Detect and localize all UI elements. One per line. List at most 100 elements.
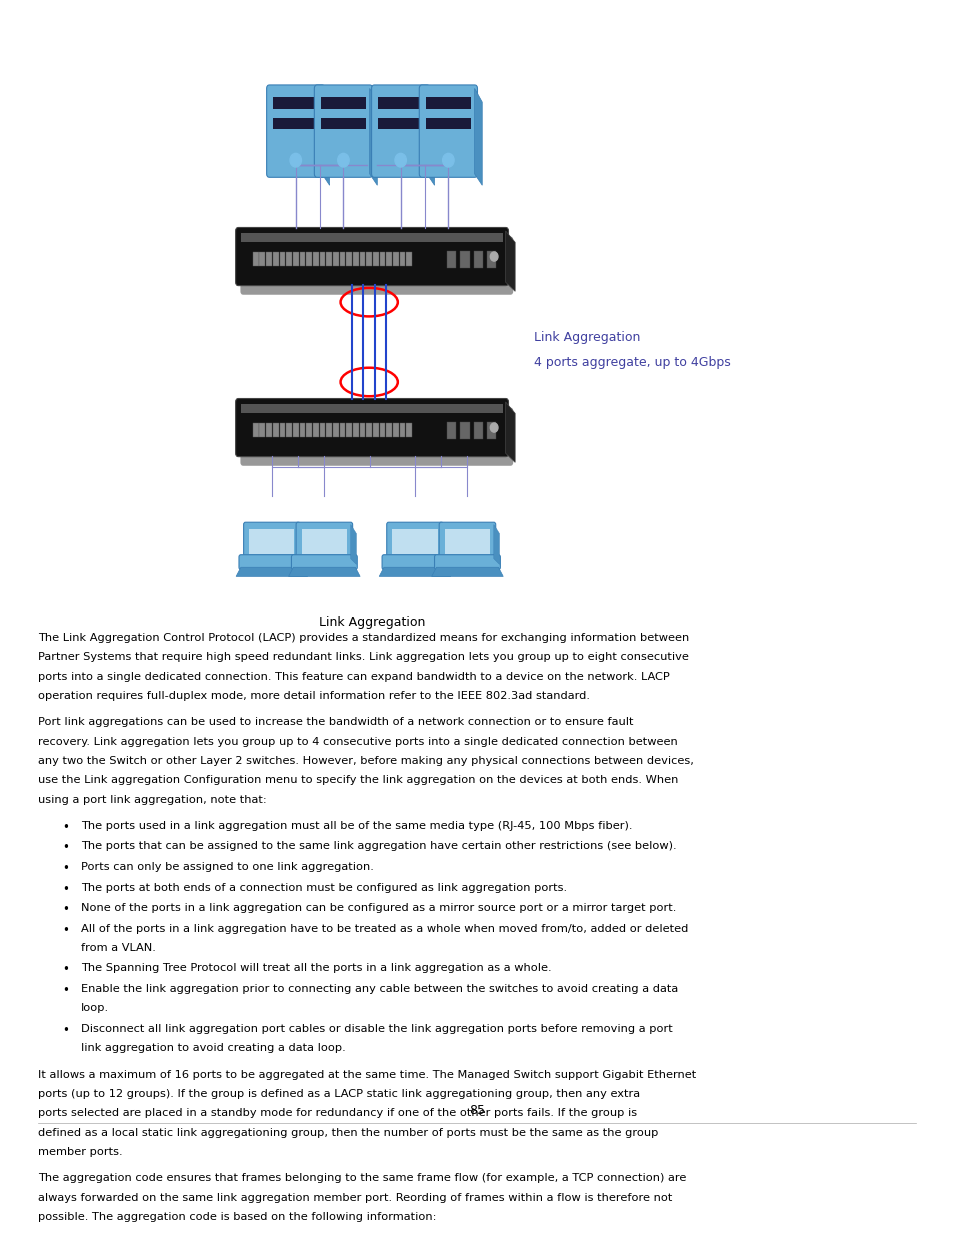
Bar (241, 233, 502, 242)
Polygon shape (427, 89, 435, 185)
Text: any two the Switch or other Layer 2 switches. However, before making any physica: any two the Switch or other Layer 2 swit… (38, 756, 694, 766)
Bar (377, 119, 422, 130)
Bar (353, 252, 358, 266)
Bar (306, 424, 312, 437)
Polygon shape (441, 525, 447, 564)
Text: The ports at both ends of a connection must be configured as link aggregation po: The ports at both ends of a connection m… (81, 883, 567, 893)
Text: use the Link aggregation Configuration menu to specify the link aggregation on t: use the Link aggregation Configuration m… (38, 776, 678, 785)
Bar (293, 252, 298, 266)
Bar (273, 424, 278, 437)
Bar (366, 424, 372, 437)
Text: member ports.: member ports. (38, 1147, 123, 1157)
Bar (339, 252, 345, 266)
Text: •: • (62, 903, 69, 916)
Bar (293, 424, 298, 437)
Circle shape (290, 153, 301, 167)
Text: Ports can only be assigned to one link aggregation.: Ports can only be assigned to one link a… (81, 862, 374, 872)
Text: link aggregation to avoid creating a data loop.: link aggregation to avoid creating a dat… (81, 1044, 346, 1053)
Bar (339, 424, 345, 437)
Bar (359, 252, 365, 266)
Text: •: • (62, 821, 69, 834)
Bar (333, 252, 338, 266)
FancyBboxPatch shape (371, 85, 429, 178)
Bar (393, 424, 398, 437)
Polygon shape (505, 231, 515, 291)
Text: •: • (62, 984, 69, 997)
Bar (306, 252, 312, 266)
Text: The aggregation code ensures that frames belonging to the same frame flow (for e: The aggregation code ensures that frames… (38, 1173, 686, 1183)
Text: 85: 85 (469, 1104, 484, 1118)
Text: ports (up to 12 groups). If the group is defined as a LACP static link aggregati: ports (up to 12 groups). If the group is… (38, 1089, 639, 1099)
Polygon shape (288, 567, 360, 577)
Bar (406, 252, 412, 266)
Bar (279, 424, 285, 437)
Bar (286, 424, 292, 437)
Bar (386, 252, 392, 266)
Text: Link Aggregation: Link Aggregation (318, 616, 425, 629)
FancyBboxPatch shape (235, 227, 508, 285)
Text: recovery. Link aggregation lets you group up to 4 consecutive ports into a singl: recovery. Link aggregation lets you grou… (38, 736, 678, 747)
Bar (373, 424, 378, 437)
Bar (346, 424, 352, 437)
Text: Link Aggregation: Link Aggregation (534, 331, 640, 343)
Text: The ports that can be assigned to the same link aggregation have certain other r: The ports that can be assigned to the sa… (81, 841, 676, 851)
Bar (379, 424, 385, 437)
Text: The Spanning Tree Protocol will treat all the ports in a link aggregation as a w: The Spanning Tree Protocol will treat al… (81, 963, 551, 973)
Text: ports into a single dedicated connection. This feature can expand bandwidth to a: ports into a single dedicated connection… (38, 672, 669, 682)
Bar (273, 119, 317, 130)
Bar (273, 252, 278, 266)
Polygon shape (494, 525, 499, 564)
Text: None of the ports in a link aggregation can be configured as a mirror source por: None of the ports in a link aggregation … (81, 903, 676, 913)
Bar (286, 252, 292, 266)
Bar (393, 252, 398, 266)
Text: always forwarded on the same link aggregation member port. Reording of frames wi: always forwarded on the same link aggreg… (38, 1193, 672, 1203)
Bar (301, 529, 347, 555)
Bar (459, 422, 469, 438)
Bar (473, 251, 482, 268)
Bar (253, 252, 258, 266)
Bar (259, 424, 265, 437)
FancyBboxPatch shape (266, 85, 324, 178)
Bar (241, 404, 502, 414)
FancyBboxPatch shape (243, 522, 300, 561)
Bar (253, 424, 258, 437)
Bar (319, 252, 325, 266)
Text: Partner Systems that require high speed redundant links. Link aggregation lets y: Partner Systems that require high speed … (38, 652, 688, 662)
Text: possible. The aggregation code is based on the following information:: possible. The aggregation code is based … (38, 1212, 436, 1223)
Text: The ports used in a link aggregation must all be of the same media type (RJ-45, : The ports used in a link aggregation mus… (81, 821, 632, 831)
Bar (313, 424, 318, 437)
Bar (273, 98, 317, 109)
Bar (299, 252, 305, 266)
Bar (249, 529, 294, 555)
Bar (320, 119, 365, 130)
Bar (446, 251, 456, 268)
Bar (326, 424, 332, 437)
Bar (444, 529, 490, 555)
FancyBboxPatch shape (295, 522, 353, 561)
FancyBboxPatch shape (291, 555, 356, 569)
Circle shape (395, 153, 406, 167)
Bar (333, 424, 338, 437)
Polygon shape (369, 89, 376, 185)
Bar (399, 252, 405, 266)
Text: ports selected are placed in a standby mode for redundancy if one of the other p: ports selected are placed in a standby m… (38, 1108, 637, 1118)
FancyBboxPatch shape (240, 237, 513, 295)
Bar (259, 252, 265, 266)
Bar (346, 252, 352, 266)
Text: loop.: loop. (81, 1003, 109, 1014)
Bar (486, 251, 496, 268)
Bar (386, 424, 392, 437)
Polygon shape (321, 89, 330, 185)
Text: 4 ports aggregate, up to 4Gbps: 4 ports aggregate, up to 4Gbps (534, 356, 730, 369)
FancyBboxPatch shape (418, 85, 476, 178)
Text: Enable the link aggregation prior to connecting any cable between the switches t: Enable the link aggregation prior to con… (81, 984, 678, 994)
Polygon shape (475, 89, 481, 185)
Text: •: • (62, 862, 69, 876)
FancyBboxPatch shape (240, 408, 513, 466)
Bar (473, 422, 482, 438)
Bar (399, 424, 405, 437)
FancyBboxPatch shape (438, 522, 496, 561)
Bar (353, 424, 358, 437)
Circle shape (337, 153, 349, 167)
Text: defined as a local static link aggregationing group, then the number of ports mu: defined as a local static link aggregati… (38, 1128, 658, 1137)
